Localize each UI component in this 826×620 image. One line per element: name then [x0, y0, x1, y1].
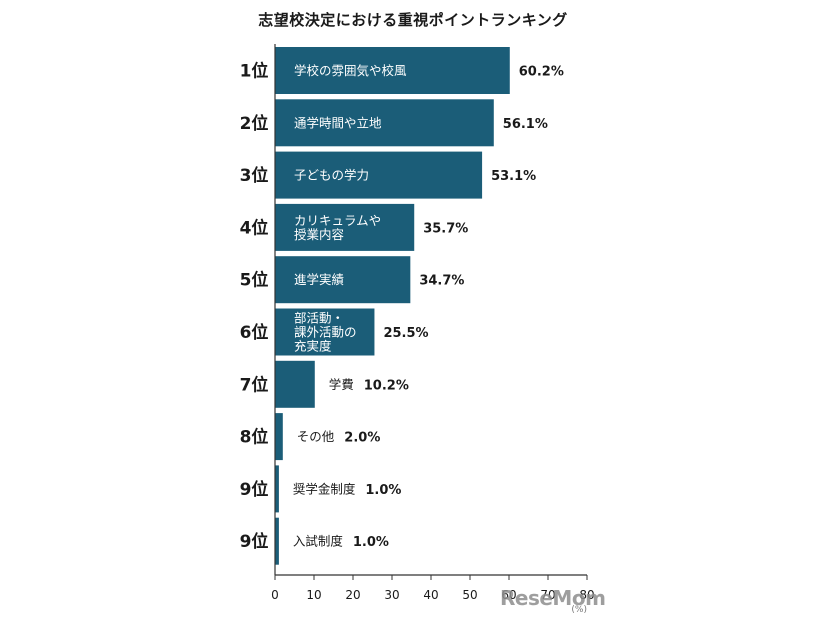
- category-label-line: 学費: [329, 377, 354, 392]
- rank-label: 8位: [240, 427, 269, 448]
- category-label-line: 充実度: [294, 339, 332, 354]
- category-label-line: 学校の雰囲気や校風: [294, 63, 407, 78]
- bar: [275, 465, 279, 513]
- category-label: その他: [297, 429, 335, 444]
- bar: [275, 517, 279, 565]
- rank-label: 9位: [240, 479, 269, 500]
- bar: [275, 151, 483, 199]
- rank-label: 2位: [240, 113, 269, 134]
- category-label-line: 進学実績: [294, 272, 344, 287]
- rank-label: 9位: [240, 531, 269, 552]
- category-label: 奨学金制度: [293, 481, 356, 496]
- x-tick-label: 0: [271, 588, 279, 602]
- bar: [275, 413, 283, 461]
- rank-label: 1位: [240, 61, 269, 82]
- category-label-line: 通学時間や立地: [294, 115, 382, 130]
- value-label: 53.1%: [491, 169, 536, 184]
- category-label-line: 課外活動の: [294, 325, 357, 340]
- category-label: 子どもの学力: [294, 168, 369, 183]
- bar: [275, 308, 375, 356]
- bar: [275, 47, 510, 94]
- category-label: 通学時間や立地: [294, 115, 382, 130]
- category-label-line: 奨学金制度: [293, 481, 356, 496]
- x-tick-label: 10: [306, 588, 321, 602]
- x-tick-label: 50: [462, 588, 477, 602]
- watermark-logo: ReseMom: [500, 586, 605, 610]
- x-tick-label: 60: [501, 588, 516, 602]
- category-label-line: 部活動・: [294, 311, 344, 326]
- rank-label: 7位: [240, 374, 269, 395]
- category-label-line: その他: [297, 429, 335, 444]
- category-label-line: 入試制度: [293, 534, 344, 549]
- value-label: 2.0%: [344, 431, 380, 446]
- category-label: 部活動・課外活動の充実度: [294, 311, 357, 354]
- value-label: 25.5%: [383, 326, 428, 341]
- chart-title: 志望校決定における重視ポイントランキング: [258, 11, 568, 29]
- value-label: 1.0%: [353, 535, 389, 550]
- category-label: 学校の雰囲気や校風: [294, 63, 407, 78]
- value-label: 10.2%: [364, 378, 409, 393]
- category-label: 入試制度: [293, 534, 344, 549]
- value-label: 35.7%: [423, 221, 468, 236]
- rank-label: 3位: [240, 165, 269, 186]
- x-tick-label: 70: [540, 588, 555, 602]
- category-label: カリキュラムや授業内容: [294, 213, 381, 242]
- bar: [275, 256, 411, 304]
- value-label: 34.7%: [419, 274, 464, 289]
- value-label: 1.0%: [365, 483, 401, 498]
- x-tick-label: 30: [384, 588, 399, 602]
- category-label-line: カリキュラムや: [294, 213, 381, 228]
- bar: [275, 203, 415, 251]
- x-axis-ticks: 0 10 20 30 40 50 60 70 80: [271, 575, 595, 602]
- rank-label: 4位: [240, 217, 269, 238]
- x-tick-label: 80: [579, 588, 594, 602]
- category-label-line: 子どもの学力: [294, 168, 369, 183]
- rank-label: 6位: [240, 322, 269, 343]
- value-label: 56.1%: [503, 117, 548, 132]
- bar: [275, 360, 315, 408]
- x-tick-label: 40: [423, 588, 438, 602]
- bar: [275, 99, 494, 147]
- unit-label: (%): [571, 605, 587, 615]
- x-tick-label: 20: [345, 588, 360, 602]
- category-label: 学費: [329, 377, 354, 392]
- rank-label: 5位: [240, 270, 269, 291]
- category-label-line: 授業内容: [294, 227, 344, 242]
- value-label: 60.2%: [519, 65, 564, 80]
- category-label: 進学実績: [294, 272, 344, 287]
- bars-layer: 1位 学校の雰囲気や校風 60.2% 2位 通学時間や立地 56.1% 3位 子どもの学力 53…: [240, 47, 564, 565]
